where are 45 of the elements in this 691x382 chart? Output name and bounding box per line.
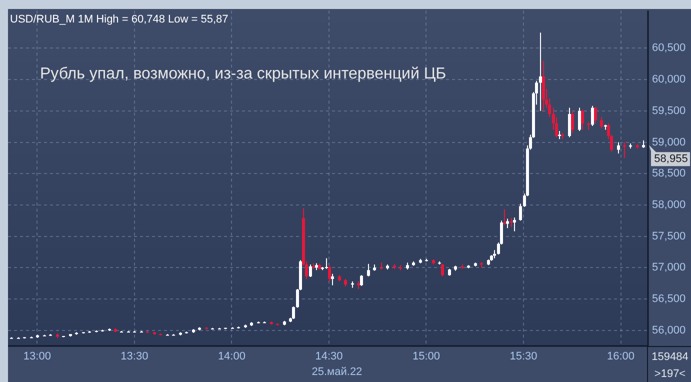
- x-tick-label: 15:30: [510, 350, 538, 363]
- x-tick-label: 13:30: [120, 350, 148, 363]
- candlestick: [360, 274, 363, 286]
- candlestick: [581, 109, 584, 130]
- candlestick: [600, 116, 603, 129]
- chart-title: USD/RUB_M 1M High = 60,748 Low = 55,87: [10, 14, 228, 26]
- candlestick: [292, 306, 295, 320]
- candlestick: [591, 105, 594, 126]
- y-tick-label: 58,000: [652, 198, 686, 211]
- text: >197<: [654, 368, 686, 380]
- y-tick-label: 57,500: [652, 230, 686, 242]
- y-tick-label: 56,000: [652, 324, 686, 336]
- y-tick-label: 59,000: [652, 136, 686, 148]
- x-tick-label: 15:00: [412, 350, 440, 363]
- y-tick-label: 56,500: [652, 293, 686, 306]
- candlestick: [367, 263, 370, 277]
- candlestick: [309, 264, 312, 278]
- candlestick: [441, 263, 444, 277]
- candlestick: [568, 107, 571, 138]
- x-tick-label: 13:00: [23, 350, 51, 363]
- candlestick: [539, 32, 542, 112]
- y-tick-label: 58,500: [652, 168, 686, 180]
- x-tick-label: 14:30: [315, 350, 343, 363]
- y-tick-label: 57,000: [652, 262, 686, 274]
- x-tick-label: 16:00: [607, 350, 635, 363]
- candlestick: [503, 208, 506, 226]
- text: 159484: [652, 351, 688, 363]
- candlestick: [328, 265, 331, 282]
- candlestick: [325, 258, 328, 270]
- candlestick: [331, 273, 334, 286]
- candlestick: [513, 216, 516, 232]
- y-tick-label: 60,500: [652, 42, 686, 54]
- candlestick: [519, 203, 522, 222]
- candlestick: [594, 106, 597, 124]
- candlestick: [571, 110, 574, 134]
- text: Рубль упал, возможно, из-за скрытых интервенций ЦБ: [40, 66, 446, 83]
- candlestick: [617, 142, 620, 154]
- text: 25.май.22: [312, 366, 362, 378]
- y-tick-label: 59,500: [652, 104, 686, 117]
- candlestick: [506, 218, 509, 229]
- text: 58,955: [654, 153, 688, 166]
- y-tick-label: 60,000: [652, 74, 686, 86]
- candlestick: [542, 60, 545, 112]
- candlestick: [578, 107, 581, 132]
- x-tick-label: 14:00: [218, 350, 246, 363]
